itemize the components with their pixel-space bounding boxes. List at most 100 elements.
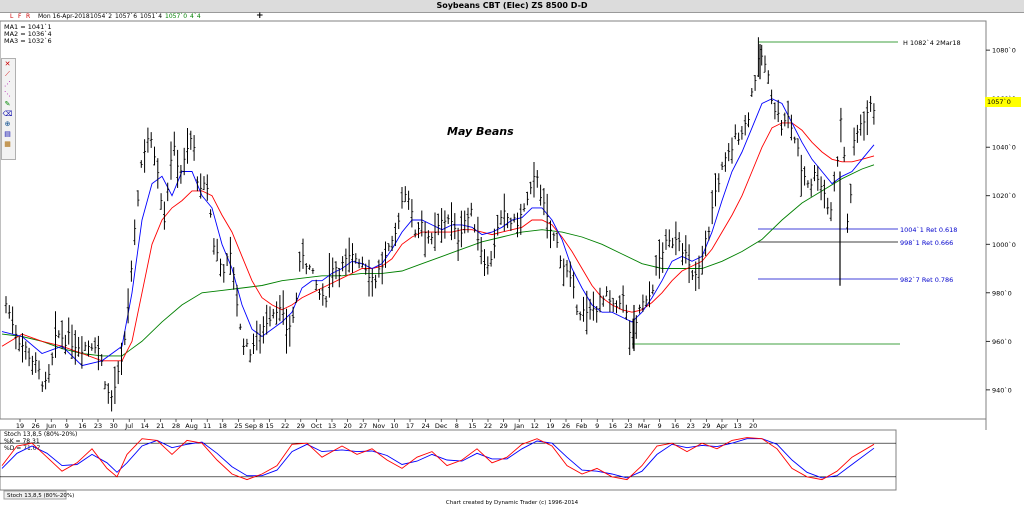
x-tick-label: 16 xyxy=(671,422,679,430)
stoch-d-label: %D = 71.07 xyxy=(4,445,41,452)
x-tick-label: 29 xyxy=(499,422,507,430)
ma2-line xyxy=(1,122,875,362)
zoom-icon[interactable]: ⊕ xyxy=(4,120,11,128)
ma3-line xyxy=(1,164,875,357)
x-tick-label: 27 xyxy=(359,422,367,430)
menu-letter-r[interactable]: R xyxy=(26,13,31,20)
x-tick-label: Jan xyxy=(513,422,524,430)
x-tick-label: Dec xyxy=(435,422,448,430)
x-tick-label: 30 xyxy=(109,422,117,430)
stoch-tab-label: Stoch 13,8,5 (80%-20%) xyxy=(7,493,74,499)
x-tick-label: 23 xyxy=(687,422,695,430)
quote-low: 1051`4 xyxy=(140,13,163,20)
stoch-title: Stoch 13,8,5 (80%-20%) xyxy=(4,431,77,438)
chart-icon[interactable]: ▤ xyxy=(4,130,11,138)
x-tick-label: 17 xyxy=(406,422,414,430)
x-tick-label: Mar xyxy=(638,422,651,430)
x-tick-label: Aug xyxy=(185,422,198,430)
x-tick-label: 8 xyxy=(455,422,459,430)
x-tick-label: 22 xyxy=(484,422,492,430)
stoch-k-line xyxy=(1,437,875,481)
x-tick-label: 20 xyxy=(749,422,757,430)
x-tick-label: 15 xyxy=(265,422,273,430)
x-tick-label: Nov xyxy=(372,422,385,430)
pencil-icon[interactable]: ✎ xyxy=(4,100,11,108)
ma-legend: MA1 = 1041`1 MA2 = 1036`4 MA3 = 1032`6 xyxy=(4,23,52,45)
stoch-legend: Stoch 13,8,5 (80%-20%) %K = 78.31 %D = 7… xyxy=(4,431,77,452)
eraser-icon[interactable]: ⌫ xyxy=(2,110,13,118)
x-tick-label: 16 xyxy=(78,422,86,430)
time-icon[interactable]: ⋱ xyxy=(4,90,11,98)
stoch-d-line xyxy=(1,438,875,479)
quote-high: 1057`6 xyxy=(115,13,138,20)
stoch-tab[interactable] xyxy=(3,490,67,500)
x-tick-label: 20 xyxy=(343,422,351,430)
x-tick-label: 9 xyxy=(595,422,599,430)
x-tick-label: 12 xyxy=(531,422,539,430)
x-tick-label: 19 xyxy=(546,422,554,430)
quote-change: 4`4 xyxy=(190,13,201,20)
y-tick-label: 1040`0 xyxy=(992,144,1016,152)
x-tick-label: 25 xyxy=(234,422,242,430)
x-icon[interactable]: ✕ xyxy=(4,60,11,68)
x-tick-label: 13 xyxy=(328,422,336,430)
quote-date: Mon 16-Apr-2018 xyxy=(38,13,90,20)
x-tick-label: Jul xyxy=(124,422,133,430)
x-tick-label: 26 xyxy=(562,422,570,430)
high-level-label: H 1082`4 2Mar18 xyxy=(903,39,961,47)
quote-bar: L F R Mon 16-Apr-2018 1054`2 1057`6 1051… xyxy=(0,12,270,21)
ma2-label: MA2 = 1036`4 xyxy=(4,30,52,38)
current-price-tag: 1057`0 xyxy=(985,97,1021,107)
x-tick-label: 10 xyxy=(390,422,398,430)
x-tick-label: 29 xyxy=(702,422,710,430)
ret-0618-label: 1004`1 Ret 0.618 xyxy=(900,226,957,234)
ret-0786-label: 982`7 Ret 0.786 xyxy=(900,276,953,284)
menu-letter-f[interactable]: F xyxy=(18,13,22,20)
x-tick-label: 26 xyxy=(31,422,39,430)
grid-icon[interactable]: ▦ xyxy=(4,140,11,148)
x-tick-label: 23 xyxy=(94,422,102,430)
x-tick-label: 13 xyxy=(733,422,741,430)
price-bars xyxy=(4,37,876,412)
x-tick-label: 16 xyxy=(609,422,617,430)
y-tick-label: 1020`0 xyxy=(992,192,1016,200)
plus-icon[interactable]: + xyxy=(256,11,264,21)
ma1-label: MA1 = 1041`1 xyxy=(4,23,52,31)
menu-letter-l[interactable]: L xyxy=(10,13,14,20)
x-tick-label: Jun xyxy=(45,422,56,430)
x-tick-label: 21 xyxy=(156,422,164,430)
y-tick-label: 1080`0 xyxy=(992,47,1016,55)
window-title: Soybeans CBT (Elec) ZS 8500 D-D xyxy=(0,0,1024,13)
y-tick-label: 960`0 xyxy=(992,338,1012,346)
stoch-lines xyxy=(0,437,896,481)
retracement-levels: H 1082`4 2Mar18 1004`1 Ret 0.618 998`1 R… xyxy=(632,39,961,345)
footer-credit: Chart created by Dynamic Trader (c) 1996… xyxy=(445,500,579,506)
ret-0666-label: 998`1 Ret 0.666 xyxy=(900,239,953,247)
y-tick-label: 980`0 xyxy=(992,289,1012,297)
x-tick-label: 23 xyxy=(624,422,632,430)
ma3-label: MA3 = 1032`6 xyxy=(4,37,52,45)
x-tick-label: Feb xyxy=(576,422,588,430)
trend-line-icon[interactable]: ⟋ xyxy=(5,70,10,78)
date-axis: 19 26 Jun 9 16 23 30 Jul 14 21 28 Aug 11 18 25 Sep 8 15 2… xyxy=(16,419,757,430)
x-tick-label: 19 xyxy=(16,422,24,430)
x-tick-label: Sep 8 xyxy=(245,422,263,430)
x-tick-label: 14 xyxy=(141,422,149,430)
x-tick-label: Oct xyxy=(311,422,323,430)
x-tick-label: 9 xyxy=(65,422,69,430)
y-tick-label: 1000`0 xyxy=(992,241,1016,249)
stoch-pane xyxy=(0,429,897,491)
x-tick-label: 24 xyxy=(421,422,429,430)
x-tick-label: 28 xyxy=(172,422,180,430)
y-tick-label: 940`0 xyxy=(992,386,1012,394)
stoch-k-label: %K = 78.31 xyxy=(4,438,40,445)
x-tick-label: 15 xyxy=(468,422,476,430)
quote-open: 1054`2 xyxy=(90,13,113,20)
ratio-icon[interactable]: ⋰ xyxy=(4,80,11,88)
x-tick-label: 18 xyxy=(219,422,227,430)
x-tick-label: 29 xyxy=(297,422,305,430)
price-pane xyxy=(0,20,987,420)
x-tick-label: 9 xyxy=(658,422,662,430)
quote-close: 1057`0 xyxy=(165,13,188,20)
